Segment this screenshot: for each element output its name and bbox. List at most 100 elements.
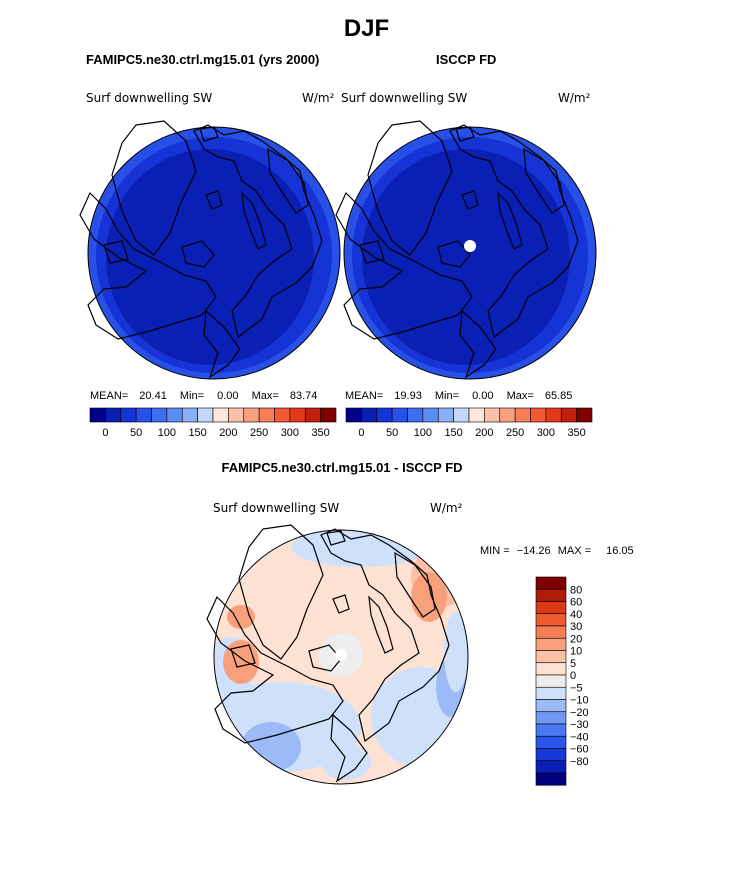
panel1-mean-label: MEAN=	[90, 390, 129, 402]
colorbar-tick-label: −30	[570, 719, 589, 731]
colorbar-box	[120, 407, 137, 423]
colorbar-box	[535, 662, 567, 676]
colorbar-tick-label: 300	[537, 427, 555, 439]
panel2-border	[343, 126, 597, 380]
colorbar-box	[535, 699, 567, 713]
colorbar-box	[535, 637, 567, 651]
colorbar-tick-label: 200	[219, 427, 237, 439]
colorbar-tick-label: 150	[188, 427, 206, 439]
colorbar-box	[345, 407, 362, 423]
colorbar-box	[535, 613, 567, 627]
panel1-border	[87, 126, 341, 380]
colorbar-box	[535, 601, 567, 615]
colorbar-box	[535, 748, 567, 762]
colorbar-tick-label: 10	[570, 646, 582, 658]
diff-min: −14.26	[516, 545, 551, 557]
colorbar-box	[151, 407, 168, 423]
diff-region	[411, 572, 447, 622]
panel1-min-label: Min=	[179, 390, 205, 402]
colorbar-box	[576, 407, 593, 423]
colorbar-box	[304, 407, 321, 423]
colorbar-box	[535, 760, 567, 774]
diff-max: 16.05	[606, 545, 634, 557]
colorbar-box	[545, 407, 562, 423]
diff-border	[213, 529, 469, 785]
panel2-stats: MEAN= 19.93 Min= 0.00 Max= 65.85	[345, 390, 572, 402]
diff-missing-pole	[335, 649, 347, 661]
page-title: DJF	[343, 15, 390, 42]
colorbar-box	[105, 407, 122, 423]
colorbar-tick-label: 100	[158, 427, 176, 439]
colorbar-box	[535, 576, 567, 590]
difference-header: FAMIPC5.ne30.ctrl.mg15.01 - ISCCP FD	[221, 460, 463, 475]
colorbar-box	[197, 407, 214, 423]
panel2-units-label: W/m²	[558, 91, 591, 105]
diff-map	[206, 524, 469, 785]
panel1-units-label: W/m²	[302, 91, 335, 105]
colorbar-box	[361, 407, 378, 423]
colorbar-tick-label: −5	[570, 682, 583, 694]
colorbar-box	[535, 772, 567, 786]
panel2-variable-label: Surf downwelling SW	[341, 91, 468, 105]
colorbar-tick-label: 0	[358, 427, 364, 439]
panel2-min-label: Min=	[434, 390, 460, 402]
colorbar-tick-label: 5	[570, 658, 576, 670]
obs-header: ISCCP FD	[436, 52, 497, 67]
colorbar-box	[535, 674, 567, 688]
colorbar-tick-label: −80	[570, 756, 589, 768]
colorbar-tick-label: 250	[506, 427, 524, 439]
panel1-min: 0.00	[217, 390, 239, 402]
colorbar-box	[422, 407, 439, 423]
colorbar-box	[535, 650, 567, 664]
diff-region	[241, 722, 301, 772]
diff-region	[227, 605, 255, 629]
panel2-missing-pole	[464, 240, 476, 252]
colorbar-box	[391, 407, 408, 423]
diff-region	[321, 744, 371, 780]
colorbar-box	[376, 407, 393, 423]
colorbar-box	[181, 407, 198, 423]
colorbar-tick-label: −10	[570, 695, 589, 707]
panel2-mean: 19.93	[394, 390, 422, 402]
colorbar-tick-label: 60	[570, 597, 582, 609]
colorbar-box	[484, 407, 501, 423]
colorbar-tick-label: 30	[570, 621, 582, 633]
colorbar-box	[166, 407, 183, 423]
colorbar-tick-label: 50	[386, 427, 398, 439]
panel1-max: 83.74	[289, 390, 318, 402]
colorbar-tick-label: 250	[250, 427, 268, 439]
colorbar-box	[228, 407, 245, 423]
colorbar-tick-label: 80	[570, 584, 582, 596]
colorbar-box	[243, 407, 260, 423]
panel2-min: 0.00	[472, 390, 494, 402]
colorbar-tick-label: 300	[281, 427, 299, 439]
colorbar-tick-label: 150	[444, 427, 462, 439]
colorbar-tick-label: 350	[567, 427, 585, 439]
colorbar-tick-label: 0	[570, 670, 576, 682]
model-header: FAMIPC5.ne30.ctrl.mg15.01 (yrs 2000)	[86, 52, 320, 67]
diff-units-label: W/m²	[430, 501, 463, 515]
colorbar-tick-label: −20	[570, 707, 589, 719]
colorbar-box	[535, 588, 567, 602]
panel1-colorbar: 0 50 100 150 200 250 300 350	[89, 407, 337, 439]
inner-band	[362, 149, 570, 365]
colorbar-box	[499, 407, 516, 423]
diff-region	[444, 612, 468, 692]
diff-variable-label: Surf downwelling SW	[213, 501, 340, 515]
panel1-max-label: Max=	[251, 390, 279, 402]
colorbar-box	[535, 686, 567, 700]
colorbar-box	[89, 407, 106, 423]
colorbar-box	[453, 407, 470, 423]
colorbar-tick-label: 100	[414, 427, 432, 439]
colorbar-box	[535, 711, 567, 725]
colorbar-tick-label: 0	[102, 427, 108, 439]
colorbar-box	[535, 625, 567, 639]
colorbar-tick-label: −60	[570, 744, 589, 756]
inner-band	[106, 149, 314, 365]
colorbar-box	[258, 407, 275, 423]
colorbar-tick-label: −40	[570, 731, 589, 743]
colorbar-box	[514, 407, 531, 423]
panel2-colorbar: 0 50 100 150 200 250 300 350	[345, 407, 593, 439]
